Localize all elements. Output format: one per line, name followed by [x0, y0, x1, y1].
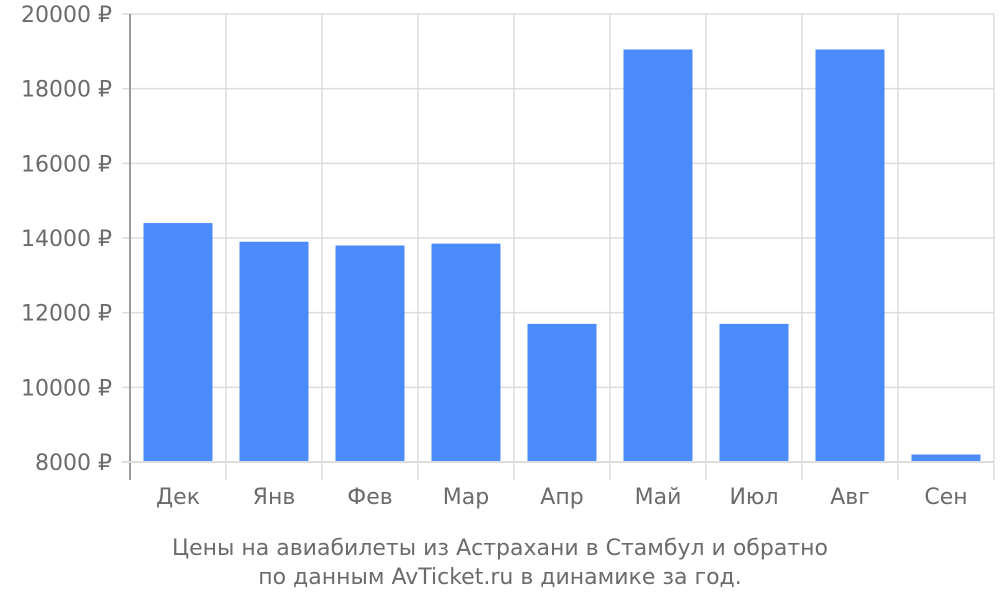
y-tick-label: 18000 ₽ [21, 78, 112, 103]
y-tick-label: 8000 ₽ [35, 451, 112, 476]
y-tick-label: 14000 ₽ [21, 227, 112, 252]
x-tick-label: Фев [347, 485, 392, 510]
bar [719, 323, 789, 462]
y-tick-label: 16000 ₽ [21, 152, 112, 177]
caption-line-1: Цены на авиабилеты из Астрахани в Стамбу… [172, 536, 828, 561]
bar [815, 49, 885, 462]
y-tick-label: 10000 ₽ [21, 376, 112, 401]
x-tick-label: Мар [443, 485, 489, 510]
bar [143, 223, 213, 462]
bar [623, 49, 693, 462]
x-tick-label: Янв [253, 485, 296, 510]
axes [122, 14, 994, 480]
x-tick-label: Июл [729, 485, 778, 510]
caption-line-2: по данным AvTicket.ru в динамике за год. [258, 565, 742, 590]
tick-labels: 8000 ₽ 10000 ₽ 12000 ₽ 14000 ₽ 16000 ₽ 18000 … [21, 3, 968, 510]
y-tick-label: 12000 ₽ [21, 302, 112, 327]
bar [431, 243, 501, 462]
bars [143, 49, 981, 462]
x-tick-label: Май [635, 485, 682, 510]
x-tick-label: Авг [830, 485, 870, 510]
x-tick-label: Дек [156, 485, 200, 510]
bar [335, 245, 405, 462]
bar [527, 323, 597, 462]
chart-caption: Цены на авиабилеты из Астрахани в Стамбу… [0, 534, 1000, 592]
x-tick-label: Сен [924, 485, 967, 510]
bar-chart: 8000 ₽ 10000 ₽ 12000 ₽ 14000 ₽ 16000 ₽ 18000 … [21, 3, 995, 510]
x-tick-label: Апр [540, 485, 583, 510]
bar [911, 454, 981, 462]
y-tick-label: 20000 ₽ [21, 3, 112, 28]
grid-lines [122, 13, 995, 480]
bar [239, 241, 309, 462]
